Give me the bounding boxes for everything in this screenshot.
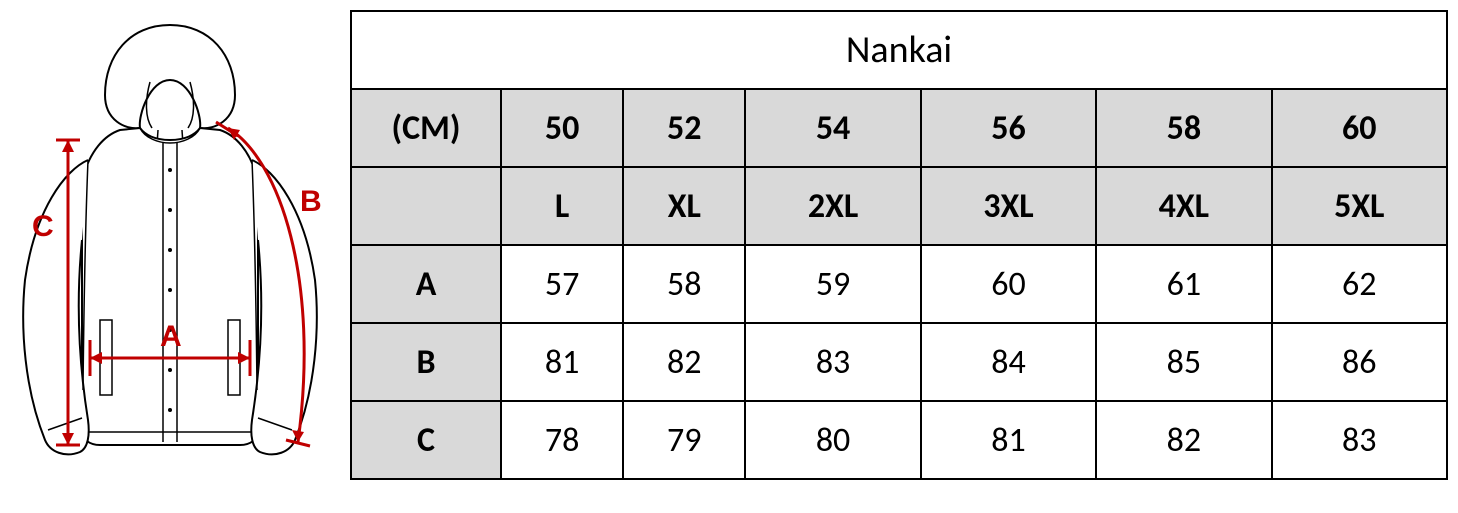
size-num-1: 52 [623,89,745,167]
cell-c-1: 79 [623,401,745,479]
size-num-3: 56 [921,89,1096,167]
label-a: A [160,320,182,354]
unit-header: (CM) [351,89,501,167]
label-b: B [300,185,322,219]
size-table-wrap: Nankai (CM) 50 52 54 56 58 60 L XL 2XL 3… [350,10,1448,480]
row-label-a: A [351,245,501,323]
size-num-4: 58 [1096,89,1271,167]
cell-c-4: 82 [1096,401,1271,479]
jacket-diagram: C B A [10,10,330,500]
size-num-5: 60 [1272,89,1447,167]
size-alpha-0: L [501,167,623,245]
table-title: Nankai [351,11,1447,89]
size-alpha-2: 2XL [745,167,920,245]
row-label-b: B [351,323,501,401]
cell-a-5: 62 [1272,245,1447,323]
cell-c-2: 80 [745,401,920,479]
size-num-2: 54 [745,89,920,167]
label-c: C [32,210,54,244]
cell-a-0: 57 [501,245,623,323]
size-alpha-5: 5XL [1272,167,1447,245]
cell-b-3: 84 [921,323,1096,401]
size-alpha-1: XL [623,167,745,245]
cell-b-2: 83 [745,323,920,401]
cell-b-4: 85 [1096,323,1271,401]
cell-a-3: 60 [921,245,1096,323]
cell-c-0: 78 [501,401,623,479]
cell-a-1: 58 [623,245,745,323]
cell-c-3: 81 [921,401,1096,479]
cell-a-4: 61 [1096,245,1271,323]
row-label-c: C [351,401,501,479]
cell-c-5: 83 [1272,401,1447,479]
size-alpha-4: 4XL [1096,167,1271,245]
blank-header [351,167,501,245]
cell-b-1: 82 [623,323,745,401]
size-num-0: 50 [501,89,623,167]
size-table: Nankai (CM) 50 52 54 56 58 60 L XL 2XL 3… [350,10,1448,480]
cell-a-2: 59 [745,245,920,323]
cell-b-0: 81 [501,323,623,401]
cell-b-5: 86 [1272,323,1447,401]
size-alpha-3: 3XL [921,167,1096,245]
